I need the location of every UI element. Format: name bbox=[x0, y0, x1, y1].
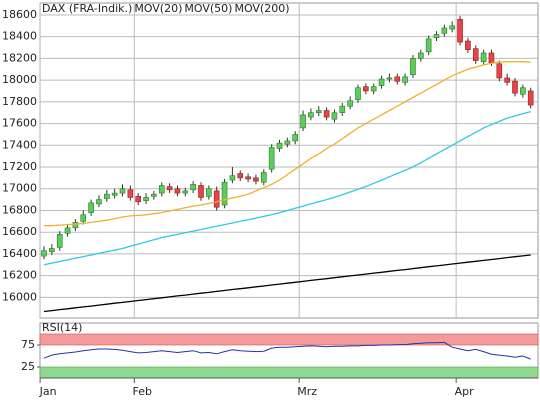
candle-body bbox=[245, 176, 251, 180]
x-tick-label: Mrz bbox=[297, 385, 317, 398]
candle-body bbox=[64, 227, 71, 234]
candle-body bbox=[80, 214, 87, 222]
candle-body bbox=[425, 38, 432, 53]
candle-body bbox=[229, 175, 236, 181]
candle-body bbox=[457, 18, 463, 43]
rsi-title: RSI(14) bbox=[42, 321, 82, 334]
candle-body bbox=[363, 86, 369, 92]
y-tick-label: 17000 bbox=[2, 182, 37, 195]
legend-entry: MOV(50) bbox=[184, 2, 232, 15]
candle-body bbox=[496, 63, 503, 79]
candle-body bbox=[72, 222, 79, 229]
candle-body bbox=[410, 58, 416, 75]
candle-body bbox=[284, 140, 291, 145]
candle-body bbox=[512, 80, 518, 94]
y-tick-label: 17400 bbox=[2, 138, 37, 151]
candle-body bbox=[488, 52, 495, 64]
y-tick-label: 25 bbox=[21, 360, 35, 373]
candle-body bbox=[433, 34, 440, 39]
y-tick-label: 16800 bbox=[2, 203, 37, 216]
candle-body bbox=[135, 196, 141, 203]
legend-entry: MOV(20) bbox=[134, 2, 182, 15]
candle-body bbox=[315, 110, 322, 114]
candle-body bbox=[276, 142, 283, 149]
y-tick-label: 16600 bbox=[2, 225, 37, 238]
candle-body bbox=[339, 105, 346, 114]
candle-body bbox=[370, 86, 377, 92]
rsi-line bbox=[43, 341, 531, 360]
y-tick-label: 17600 bbox=[2, 117, 37, 130]
candle-body bbox=[504, 77, 510, 83]
x-tick-label: Jan bbox=[39, 385, 57, 398]
candle-body bbox=[96, 199, 102, 205]
candle-body bbox=[449, 25, 456, 30]
candle-body bbox=[394, 76, 401, 82]
candle-body bbox=[441, 27, 448, 34]
candle-body bbox=[520, 87, 526, 95]
candle-body bbox=[331, 112, 338, 120]
candle-body bbox=[417, 52, 424, 59]
candle-body bbox=[49, 248, 55, 253]
y-tick-label: 18200 bbox=[2, 51, 37, 64]
moving-average-line bbox=[44, 61, 531, 227]
y-tick-label: 16400 bbox=[2, 247, 37, 260]
candle-body bbox=[472, 48, 479, 61]
y-tick-label: 17200 bbox=[2, 160, 37, 173]
candle-body bbox=[111, 192, 118, 196]
candle-body bbox=[300, 114, 306, 129]
candle-body bbox=[151, 193, 157, 197]
candle-body bbox=[158, 185, 165, 194]
candle-body bbox=[41, 250, 47, 257]
candle-body bbox=[323, 110, 330, 118]
oversold-band bbox=[39, 366, 539, 379]
x-tick-label: Feb bbox=[133, 385, 152, 398]
candle-body bbox=[292, 134, 299, 142]
legend-entry: DAX (FRA-Indik.) bbox=[42, 2, 132, 15]
candle-body bbox=[268, 147, 275, 170]
candle-body bbox=[221, 181, 228, 206]
legend-entry: MOV(200) bbox=[234, 2, 289, 15]
y-tick-label: 17800 bbox=[2, 95, 37, 108]
candle-body bbox=[88, 202, 94, 213]
candle-body bbox=[127, 189, 134, 198]
candle-body bbox=[213, 190, 220, 208]
candle-body bbox=[308, 112, 314, 118]
y-tick-label: 18000 bbox=[2, 73, 37, 86]
candle-body bbox=[104, 193, 110, 199]
candle-body bbox=[480, 52, 487, 62]
candle-body bbox=[182, 190, 189, 194]
candle-body bbox=[465, 40, 471, 51]
candle-body bbox=[198, 185, 204, 198]
y-tick-label: 18400 bbox=[2, 30, 37, 43]
overbought-band bbox=[39, 333, 539, 346]
candle-body bbox=[386, 77, 393, 80]
candle-body bbox=[347, 100, 353, 107]
candle-body bbox=[378, 78, 385, 86]
candle-body bbox=[355, 87, 361, 100]
candle-body bbox=[402, 76, 408, 83]
candle-body bbox=[119, 188, 126, 194]
plot-area bbox=[39, 2, 539, 319]
candle-body bbox=[174, 188, 181, 194]
candle-body bbox=[253, 177, 259, 182]
candle-body bbox=[190, 184, 196, 191]
candle-body bbox=[56, 234, 63, 248]
candle-body bbox=[143, 197, 149, 201]
y-tick-label: 75 bbox=[21, 338, 35, 351]
candle-body bbox=[166, 186, 173, 191]
y-tick-label: 16200 bbox=[2, 269, 37, 282]
candle-body bbox=[260, 172, 267, 183]
candle-body bbox=[206, 188, 212, 197]
y-tick-label: 16000 bbox=[2, 290, 37, 303]
y-tick-label: 18600 bbox=[2, 8, 37, 21]
moving-average-line bbox=[43, 254, 531, 313]
x-tick-label: Apr bbox=[455, 385, 475, 398]
candle-body bbox=[237, 173, 244, 179]
candle-body bbox=[527, 90, 534, 106]
moving-average-line bbox=[43, 110, 531, 266]
